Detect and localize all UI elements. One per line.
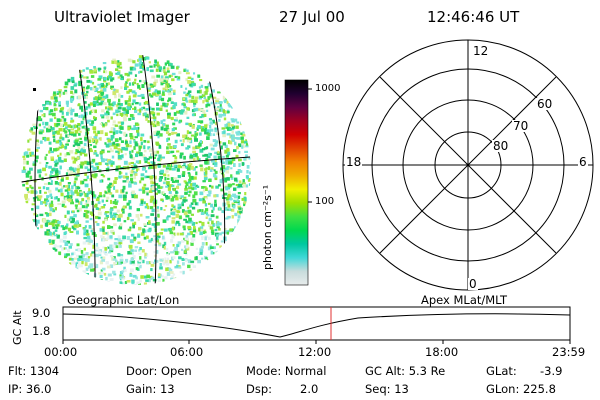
mlt-12-label: 12 xyxy=(472,44,490,58)
instrument-title: Ultraviolet Imager xyxy=(54,8,190,26)
auroral-image xyxy=(21,55,251,285)
mlat-80-label: 80 xyxy=(492,139,510,153)
colorbar xyxy=(284,79,312,286)
mlt-0-label: 0 xyxy=(468,277,478,291)
flight-number: Flt: 1304 xyxy=(8,364,60,378)
dsp-label: Dsp: xyxy=(246,382,273,396)
mlt-6-label: 6 xyxy=(578,155,588,169)
altitude-timeline xyxy=(62,306,571,344)
gc-altitude: GC Alt: 5.3 Re xyxy=(365,364,446,378)
mlat-70-label: 70 xyxy=(512,119,530,133)
timeline-ymax: 9.0 xyxy=(32,306,51,320)
timeline-ylabel: GC Alt xyxy=(11,310,24,345)
colorbar-unit-label: photon cm⁻²s⁻¹ xyxy=(261,184,274,270)
timeline-tick: 23:59 xyxy=(552,345,586,359)
colorbar-tick-100: 100 xyxy=(315,196,335,207)
dsp-value: 2.0 xyxy=(300,382,319,396)
colorbar-tick-1000: 1000 xyxy=(315,83,341,94)
date-label: 27 Jul 00 xyxy=(279,8,345,26)
mlat-60-label: 60 xyxy=(536,97,554,111)
mode-status: Mode: Normal xyxy=(246,364,327,378)
glat-value: -3.9 xyxy=(540,364,563,378)
door-status: Door: Open xyxy=(126,364,192,378)
timeline-ymin: 1.8 xyxy=(32,324,51,338)
timeline-tick: 12:00 xyxy=(298,345,332,359)
glon-value: GLon: 225.8 xyxy=(486,382,556,396)
mlt-18-label: 18 xyxy=(345,155,363,169)
apex-mode-label: Apex MLat/MLT xyxy=(421,293,508,307)
timeline-tick: 06:00 xyxy=(170,345,204,359)
sequence-number: Seq: 13 xyxy=(365,382,409,396)
mlat-mlt-polar-plot xyxy=(342,39,594,291)
glat-label: GLat: xyxy=(486,364,517,378)
ip-value: IP: 36.0 xyxy=(8,382,52,396)
time-label: 12:46:46 UT xyxy=(427,8,520,26)
gain-value: Gain: 13 xyxy=(126,382,175,396)
timeline-tick: 18:00 xyxy=(425,345,459,359)
geographic-mode-label: Geographic Lat/Lon xyxy=(67,293,180,307)
timeline-tick: 00:00 xyxy=(44,345,78,359)
